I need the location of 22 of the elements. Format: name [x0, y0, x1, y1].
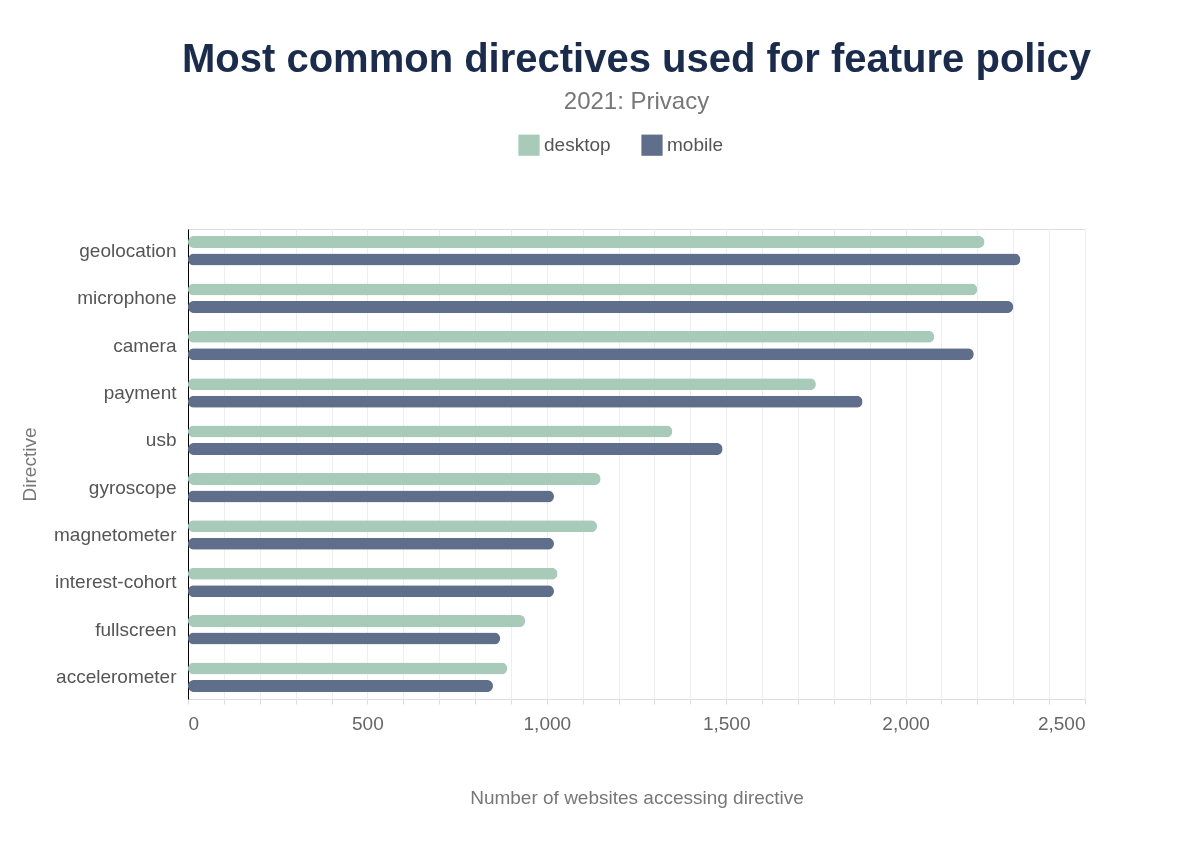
y-axis-title: Directive: [18, 427, 40, 502]
legend-label: desktop: [544, 134, 611, 156]
y-tick-label: fullscreen: [95, 618, 177, 640]
y-tick-label: gyroscope: [88, 476, 177, 498]
y-tick-label: microphone: [77, 287, 177, 309]
x-tick-label: 2,500: [1037, 712, 1086, 734]
x-tick-label: 500: [352, 712, 384, 734]
x-tick-label: 0: [188, 712, 200, 734]
x-axis-title: Number of websites accessing directive: [470, 786, 804, 808]
y-tick-label: interest-cohort: [55, 571, 178, 593]
x-tick-label: 2,000: [882, 712, 930, 734]
x-tick-label: 1,500: [702, 712, 751, 734]
y-tick-label: payment: [103, 381, 178, 403]
y-tick-label: magnetometer: [53, 524, 178, 546]
x-tick-label: 1,000: [523, 712, 572, 734]
y-tick-label: camera: [113, 334, 177, 356]
y-tick-label: usb: [145, 429, 177, 451]
y-tick-label: geolocation: [79, 239, 177, 261]
chart-subtitle: 2021: Privacy: [563, 87, 710, 114]
y-tick-label: accelerometer: [56, 666, 178, 688]
legend-label: mobile: [667, 134, 723, 156]
chart-title: Most common directives used for feature policy: [181, 36, 1092, 80]
